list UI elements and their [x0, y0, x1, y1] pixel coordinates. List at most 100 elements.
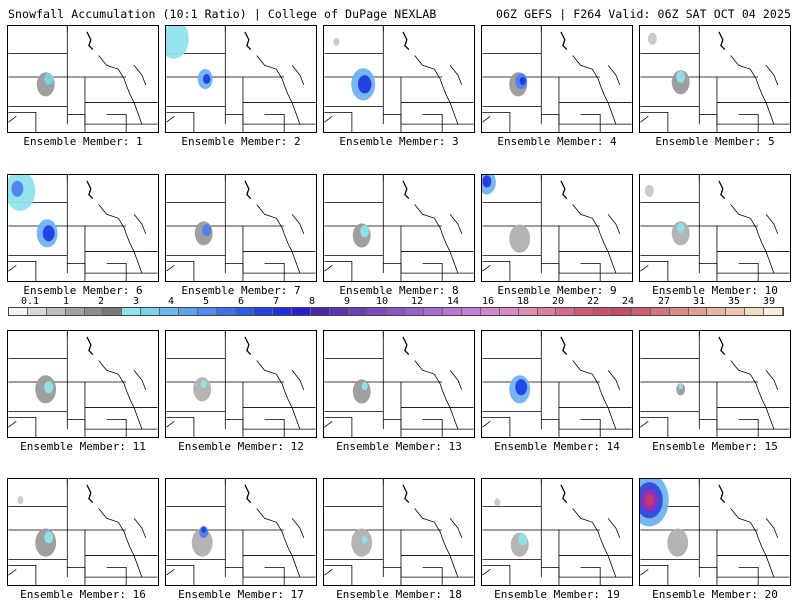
member-label-19: Ensemble Member: 19 [494, 588, 620, 601]
colorbar-tick-label: 5 [202, 296, 210, 307]
colorbar-tick-label: 6 [237, 296, 245, 307]
snowfall-area [678, 383, 683, 390]
colorbar-tick-label: 3 [132, 296, 140, 307]
member-label-12: Ensemble Member: 12 [178, 440, 304, 453]
colorbar-tick-label: 16 [481, 296, 495, 307]
member-label-3: Ensemble Member: 3 [339, 135, 459, 148]
colorbar-tick-label: 9 [343, 296, 351, 307]
member-label-7: Ensemble Member: 7 [181, 284, 301, 297]
snowfall-area [35, 528, 57, 557]
snowfall-area [11, 180, 24, 197]
colorbar-swatch [235, 308, 255, 315]
member-map-4 [481, 25, 633, 133]
colorbar-swatch [726, 308, 746, 315]
snowfall-area [482, 175, 492, 188]
member-map-3 [323, 25, 475, 133]
member-label-10: Ensemble Member: 10 [652, 284, 778, 297]
member-map-6 [7, 174, 159, 282]
colorbar-tick-label: 22 [586, 296, 600, 307]
snowfall-area [494, 498, 501, 507]
snowfall-area [202, 224, 212, 237]
snowfall-area [671, 221, 690, 246]
member-map-10 [639, 174, 791, 282]
snowfall-area [202, 73, 211, 85]
colorbar-swatch [329, 308, 349, 315]
member-label-14: Ensemble Member: 14 [494, 440, 620, 453]
colorbar-swatch [84, 308, 104, 315]
snowfall-area [676, 222, 685, 234]
colorbar-tick-label: 35 [727, 296, 741, 307]
snowfall-area [357, 75, 372, 94]
snowfall-area [191, 528, 213, 557]
snowfall-area [44, 381, 54, 394]
colorbar-tick-label: 31 [692, 296, 706, 307]
colorbar-swatch [103, 308, 123, 315]
colorbar-swatch [462, 308, 481, 315]
member-label-18: Ensemble Member: 18 [336, 588, 462, 601]
colorbar-swatch [594, 308, 614, 315]
member-map-13 [323, 330, 475, 438]
member-map-16 [7, 478, 159, 586]
snowfall-area [676, 70, 686, 83]
snowfall-area [333, 37, 340, 46]
colorbar-tick-label: 2 [97, 296, 105, 307]
member-label-8: Ensemble Member: 8 [339, 284, 459, 297]
colorbar-swatch [631, 308, 651, 315]
colorbar-swatch [9, 308, 28, 315]
colorbar-swatch [46, 308, 66, 315]
colorbar-swatch [764, 308, 783, 315]
colorbar-swatch [443, 308, 463, 315]
colorbar-swatch [499, 308, 519, 315]
colorbar-swatch [273, 308, 293, 315]
colorbar-swatch [518, 308, 538, 315]
snowfall-area [644, 494, 654, 507]
colorbar-swatch [424, 308, 444, 315]
snowfall-area [44, 72, 54, 86]
colorbar-swatch [216, 308, 236, 315]
colorbar-tick-label: 7 [272, 296, 280, 307]
colorbar-tick-label: 18 [516, 296, 530, 307]
member-map-2 [165, 25, 317, 133]
title-right: 06Z GEFS | F264 Valid: 06Z SAT OCT 04 20… [496, 7, 791, 21]
colorbar-tick-label: 24 [621, 296, 635, 307]
colorbar-tick-label: 10 [375, 296, 389, 307]
colorbar-swatch [386, 308, 406, 315]
member-label-11: Ensemble Member: 11 [20, 440, 146, 453]
member-map-20 [639, 478, 791, 586]
member-map-5 [639, 25, 791, 133]
colorbar-swatch [141, 308, 161, 315]
title-left: Snowfall Accumulation (10:1 Ratio) | Col… [8, 7, 437, 21]
member-label-13: Ensemble Member: 13 [336, 440, 462, 453]
member-label-9: Ensemble Member: 9 [497, 284, 617, 297]
member-map-8 [323, 174, 475, 282]
snowfall-area [351, 528, 373, 557]
snowfall-area [201, 526, 206, 533]
snowfall-area [352, 379, 371, 404]
colorbar-tick-label: 8 [308, 296, 316, 307]
member-map-17 [165, 478, 317, 586]
colorbar-tick-label: 14 [446, 296, 460, 307]
colorbar-swatch [348, 308, 368, 315]
colorbar-swatch [556, 308, 576, 315]
colorbar-swatch [650, 308, 670, 315]
colorbar-tick-label: 4 [167, 296, 175, 307]
member-map-12 [165, 330, 317, 438]
snowfall-area [647, 32, 657, 45]
member-label-6: Ensemble Member: 6 [23, 284, 143, 297]
snowfall-area [200, 379, 207, 389]
snowfall-area [17, 496, 24, 505]
colorbar-swatch [178, 308, 198, 315]
colorbar-swatch [160, 308, 179, 315]
colorbar-swatch [537, 308, 557, 315]
snowfall-area [166, 26, 189, 59]
member-label-15: Ensemble Member: 15 [652, 440, 778, 453]
colorbar-swatch [292, 308, 312, 315]
colorbar-swatch [688, 308, 708, 315]
member-map-1 [7, 25, 159, 133]
colorbar-swatch [367, 308, 387, 315]
snowfall-area [676, 383, 686, 396]
snowfall-area [667, 528, 689, 557]
colorbar [8, 307, 784, 316]
member-label-16: Ensemble Member: 16 [20, 588, 146, 601]
member-label-20: Ensemble Member: 20 [652, 588, 778, 601]
